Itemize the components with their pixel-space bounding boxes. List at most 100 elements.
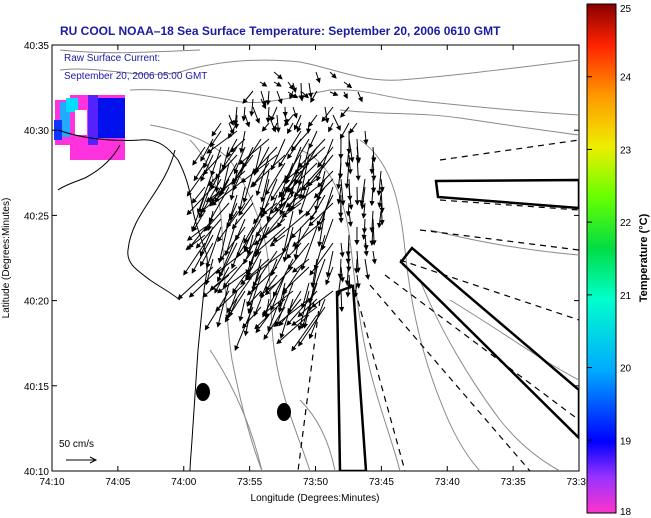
current-vector-head [308, 333, 314, 340]
colorbar-label: Temperature (°C) [638, 213, 650, 302]
current-vector [188, 218, 214, 249]
current-vector-head [270, 270, 276, 277]
current-vector-head [238, 159, 245, 165]
current-vector-head [336, 291, 342, 298]
current-vector-head [282, 287, 288, 293]
current-vector-head [293, 191, 300, 198]
map-title: RU COOL NOAA–18 Sea Surface Temperature:… [60, 24, 501, 38]
current-vector-head [355, 175, 361, 181]
current-vector-head [209, 141, 215, 148]
current-vector [197, 170, 214, 214]
current-vector-head [215, 306, 221, 312]
map-content [54, 49, 579, 471]
current-vector-head [265, 100, 271, 106]
current-vector-head [241, 162, 248, 169]
current-vector-head [316, 182, 323, 188]
current-vector-head [240, 177, 247, 183]
current-vector-head [352, 292, 359, 299]
current-vector-head [242, 98, 248, 104]
current-vector-head [222, 282, 229, 289]
current-vector-head [208, 180, 214, 187]
current-vector [217, 242, 238, 282]
current-vector [206, 130, 238, 154]
current-vector-head [308, 221, 314, 227]
x-tick-label: 73:40 [435, 477, 460, 488]
dark-blob [196, 383, 210, 401]
current-vector [287, 290, 302, 313]
current-vector-head [354, 240, 360, 246]
dashed-lines [297, 139, 579, 471]
current-vector-head [293, 254, 299, 260]
current-vector [210, 146, 222, 176]
current-vector [280, 298, 294, 338]
current-vector [200, 226, 214, 256]
current-vector-head [261, 309, 268, 315]
current-vector-head [211, 130, 217, 137]
y-tick-label: 40:35 [24, 41, 49, 52]
current-vector [232, 154, 254, 183]
current-vector-head [297, 311, 304, 318]
current-vector-head [199, 260, 205, 267]
current-legend-line2: September 20, 2006 05:00 GMT [64, 71, 207, 82]
current-vector-head [357, 96, 363, 103]
y-tick-label: 40:10 [24, 467, 49, 478]
current-vector-head [355, 283, 361, 289]
current-vector-head [278, 192, 284, 198]
current-vector-head [308, 143, 314, 149]
current-vector [196, 218, 222, 249]
current-vector-head [360, 204, 366, 210]
current-vector-head [240, 279, 246, 285]
current-vector-head [191, 268, 197, 274]
current-vector [287, 242, 310, 270]
current-vector-head [307, 92, 314, 99]
x-tick-label: 74:00 [171, 477, 196, 488]
current-vector-head [292, 112, 298, 119]
current-vector [308, 258, 326, 303]
current-vector [283, 226, 294, 262]
current-vector-head [210, 184, 216, 191]
current-vector [272, 210, 310, 242]
current-vector-head [253, 239, 260, 246]
current-vector [293, 162, 326, 198]
current-vector-head [269, 241, 276, 247]
current-vector-head [233, 168, 239, 175]
current-vector-head [344, 280, 351, 286]
current-vector-head [191, 198, 197, 204]
current-vector-head [239, 147, 245, 154]
current-vector-head [316, 175, 322, 182]
current-vector-head [230, 147, 236, 153]
current-vector [346, 162, 350, 188]
current-vector-head [301, 185, 307, 191]
current-vector-head [289, 93, 295, 100]
current-vector-head [238, 316, 244, 322]
current-vector-head [195, 242, 202, 249]
current-vector [252, 250, 278, 287]
y-axis-ticks: 40:35 40:30 40:25 40:20 40:15 40:10 [24, 41, 579, 478]
current-vector-head [252, 281, 258, 288]
current-vector-head [242, 197, 248, 204]
y-tick-label: 40:30 [24, 126, 49, 137]
current-vector [208, 186, 230, 223]
current-vector-head [298, 96, 305, 102]
current-vector [283, 210, 294, 253]
current-vector-head [226, 151, 232, 158]
current-vector-head [308, 297, 314, 304]
current-vector-head [261, 126, 268, 132]
current-vector-head [238, 210, 244, 217]
current-vector [298, 306, 326, 347]
current-vector-head [346, 82, 353, 89]
current-vector-head [269, 208, 275, 215]
current-vector-head [255, 327, 261, 334]
colorbar-tick-label: 20 [620, 364, 632, 375]
current-vector [234, 146, 246, 174]
current-vector [282, 266, 310, 293]
current-vector-head [282, 256, 288, 263]
current-vector-head [354, 200, 360, 206]
current-vector-head [369, 200, 375, 207]
current-vector-head [292, 241, 298, 247]
current-vector-head [255, 118, 261, 124]
current-vector-head [287, 153, 293, 160]
current-vector [380, 186, 383, 213]
current-vector [321, 218, 334, 250]
current-vector-head [321, 116, 327, 123]
